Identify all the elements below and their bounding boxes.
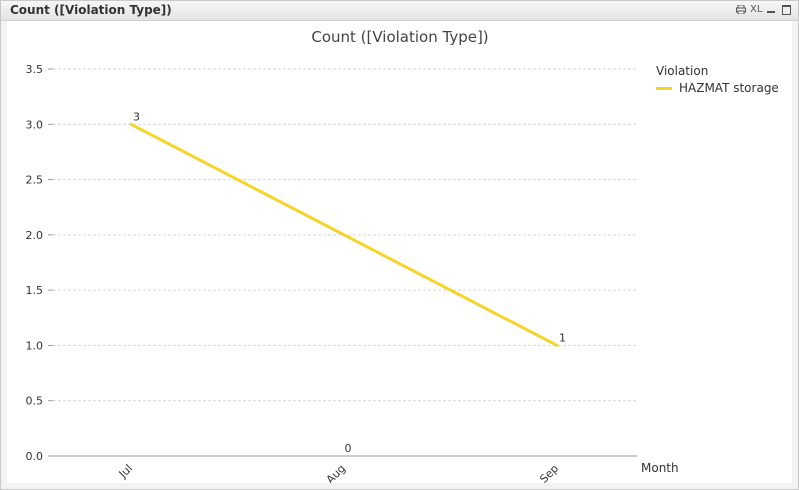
legend: Violation HAZMAT storage xyxy=(656,64,779,95)
y-tick-label: 3.5 xyxy=(26,63,44,76)
y-tick-label: 0.5 xyxy=(26,395,44,408)
x-axis-label: Month xyxy=(641,461,679,475)
minimize-icon[interactable] xyxy=(767,11,775,13)
maximize-icon[interactable] xyxy=(782,5,791,15)
chart-title: Count ([Violation Type]) xyxy=(311,28,488,46)
data-label: 0 xyxy=(345,442,352,455)
gridlines xyxy=(53,68,637,402)
y-tick-label: 0.0 xyxy=(26,450,44,463)
window-titlebar: Count ([Violation Type]) XL xyxy=(1,1,798,21)
x-tick-label: Aug xyxy=(324,462,348,483)
data-label: 3 xyxy=(133,110,140,123)
data-label: 1 xyxy=(559,331,566,344)
y-tick-label: 3.0 xyxy=(26,118,44,131)
y-tick-label: 1.5 xyxy=(26,284,44,297)
series-group: 3 1 0 xyxy=(129,110,566,455)
window-title: Count ([Violation Type]) xyxy=(10,3,172,17)
legend-item-label: HAZMAT storage xyxy=(679,81,779,95)
x-tick-label: Jul xyxy=(116,462,135,481)
y-tick-label: 1.0 xyxy=(26,339,44,352)
y-tick-label: 2.5 xyxy=(26,174,44,187)
chart-area: Count ([Violation Type]) 0.0 0.5 1.0 1.5 2.0… xyxy=(7,21,792,486)
xl-export-icon[interactable]: XL xyxy=(750,4,763,15)
legend-swatch xyxy=(656,87,672,90)
series-line xyxy=(129,122,559,347)
x-tick-label: Sep xyxy=(537,462,561,483)
legend-title: Violation xyxy=(656,64,708,78)
y-tick-label: 2.0 xyxy=(26,229,44,242)
line-chart: Count ([Violation Type]) 0.0 0.5 1.0 1.5 2.0… xyxy=(26,28,779,486)
print-icon[interactable] xyxy=(736,5,746,14)
x-axis-ticks: Jul Aug Sep xyxy=(116,462,561,486)
y-axis-ticks: 0.0 0.5 1.0 1.5 2.0 2.5 3.0 3.5 xyxy=(26,63,53,463)
